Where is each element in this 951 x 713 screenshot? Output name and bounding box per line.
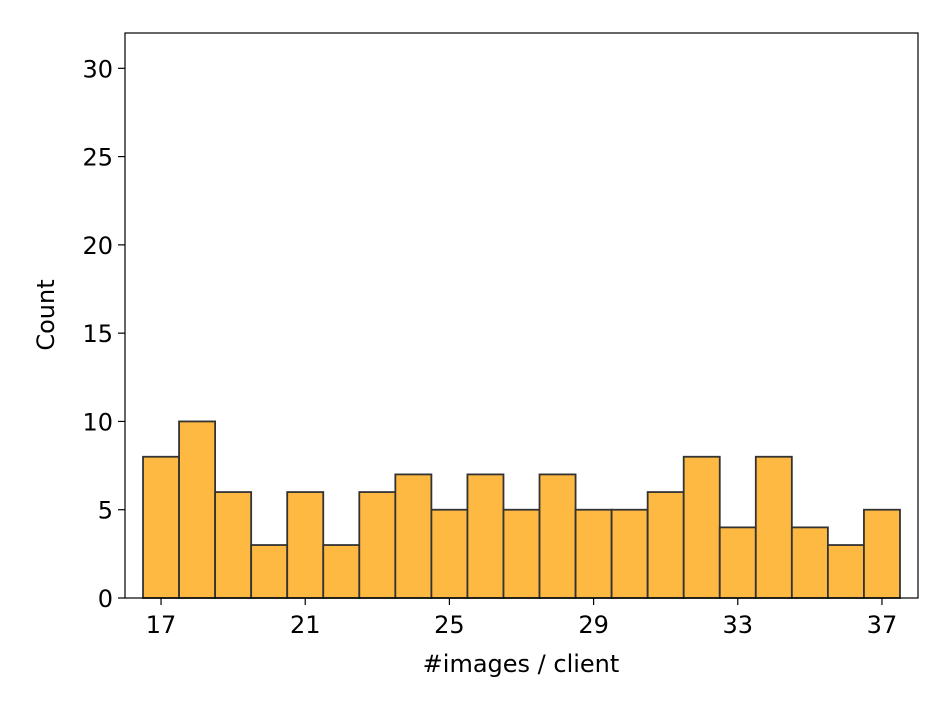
bar [502,508,541,599]
y-tick-label: 20 [82,232,113,260]
y-tick-label: 0 [98,585,113,613]
y-tick-label: 30 [82,55,113,83]
bar [358,491,397,599]
x-tick-label: 37 [867,611,898,639]
bar [286,491,325,599]
bar [718,526,757,599]
y-tick-label: 5 [98,497,113,525]
bar [826,544,865,599]
y-tick-label: 15 [82,320,113,348]
y-axis-label: Count [32,279,60,350]
plot-frame [124,32,919,599]
bar [250,544,289,599]
x-tick-label: 21 [290,611,321,639]
bar [863,508,901,599]
x-tick-label: 17 [146,611,177,639]
x-tick-label: 33 [722,611,753,639]
bar [214,491,253,599]
x-tick-label: 25 [434,611,465,639]
bar [610,508,649,599]
bar [322,544,361,599]
bar [142,455,180,599]
bar [754,455,793,599]
bar [646,491,685,599]
bar [430,508,469,599]
y-tick-label: 10 [82,408,113,436]
y-tick-label: 25 [82,144,113,172]
bar [790,526,829,599]
x-axis-label: #images / client [423,650,620,678]
bar [538,473,577,599]
bar [466,473,505,599]
x-tick-label: 29 [578,611,609,639]
bar [682,455,721,599]
bar [574,508,613,599]
bar [178,420,217,599]
bar [394,473,433,599]
